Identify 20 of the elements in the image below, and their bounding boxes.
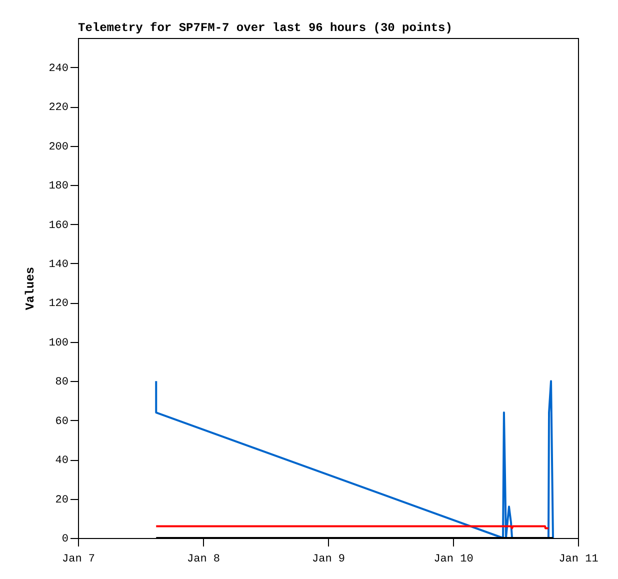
y-tick-label: 140	[48, 258, 68, 271]
y-tick-label: 0	[62, 534, 68, 546]
y-tick-label: 160	[48, 220, 68, 232]
x-tick-label: Jan 9	[312, 554, 346, 566]
y-tick-label: 200	[48, 141, 68, 154]
y-tick-label: 180	[48, 180, 68, 193]
y-tick-label: 20	[55, 494, 68, 506]
y-tick-label: 60	[55, 416, 68, 428]
x-tick-label: Jan 10	[434, 554, 474, 566]
y-axis-title: Values	[24, 266, 38, 310]
y-tick-label: 80	[55, 376, 68, 389]
x-tick-label: Jan 7	[62, 554, 96, 566]
y-tick-label: 100	[48, 337, 68, 350]
chart-title: Telemetry for SP7FM-7 over last 96 hours (30 points)	[78, 21, 452, 35]
y-tick-label: 120	[48, 298, 68, 310]
y-tick-label: 40	[55, 455, 68, 468]
y-tick-label: 220	[48, 102, 68, 114]
x-tick-label: Jan 11	[558, 554, 599, 566]
x-tick-label: Jan 8	[186, 554, 220, 566]
y-tick-label: 240	[48, 62, 68, 75]
